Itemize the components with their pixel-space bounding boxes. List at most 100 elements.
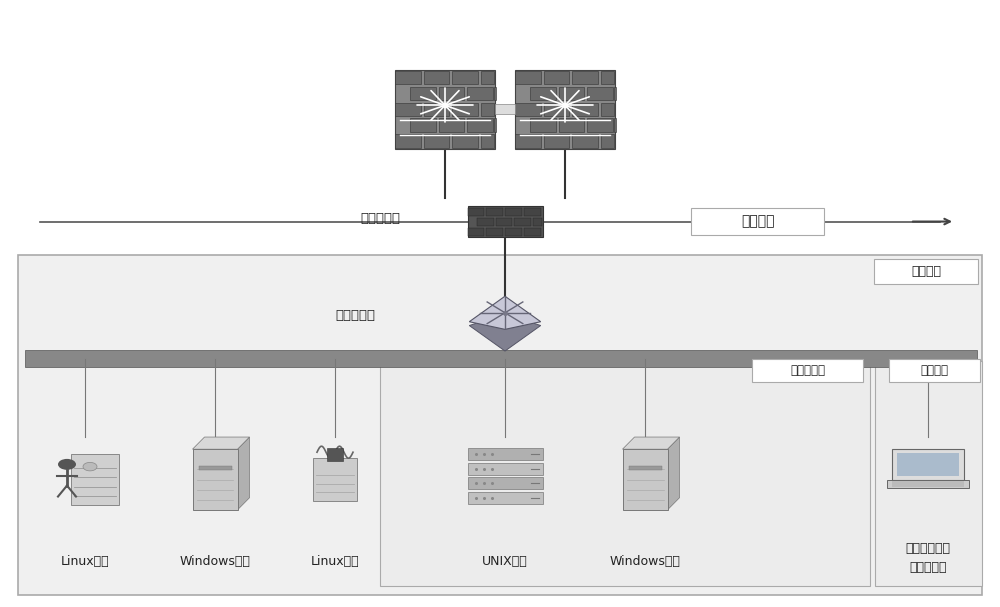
Bar	[505, 228, 522, 236]
Bar	[486, 228, 503, 236]
Bar	[395, 134, 421, 148]
Bar	[192, 449, 238, 510]
Bar	[313, 458, 357, 501]
Bar	[486, 208, 503, 216]
Polygon shape	[192, 437, 250, 449]
Bar	[395, 103, 421, 116]
Bar	[410, 87, 436, 100]
Bar	[494, 118, 496, 132]
Bar	[530, 87, 556, 100]
Bar	[587, 118, 613, 132]
Text: Windows主机: Windows主机	[180, 555, 250, 568]
Bar	[601, 71, 614, 84]
FancyBboxPatch shape	[752, 359, 863, 382]
Bar	[468, 477, 542, 489]
Bar	[452, 103, 478, 116]
Bar	[477, 218, 494, 226]
Text: 安全边界: 安全边界	[741, 214, 775, 229]
Bar	[439, 118, 464, 132]
Bar	[71, 454, 119, 505]
Bar	[467, 118, 493, 132]
Bar	[424, 134, 449, 148]
Bar	[515, 70, 615, 149]
Bar	[505, 208, 522, 216]
Bar	[25, 350, 977, 367]
Polygon shape	[238, 437, 250, 510]
Bar	[892, 481, 964, 487]
Text: 边界防火墙: 边界防火墙	[360, 212, 400, 225]
Bar	[468, 463, 542, 475]
Text: 被检查主机: 被检查主机	[790, 364, 825, 378]
Polygon shape	[469, 314, 541, 351]
Bar	[515, 134, 541, 148]
Bar	[515, 103, 541, 116]
Bar	[572, 71, 598, 84]
Bar	[439, 87, 464, 100]
Bar	[327, 448, 343, 461]
Bar	[424, 103, 449, 116]
Bar	[524, 208, 540, 216]
Bar	[424, 71, 449, 84]
Bar	[559, 118, 584, 132]
Bar	[395, 70, 495, 149]
Bar	[467, 87, 493, 100]
Bar	[468, 208, 484, 216]
Text: UNIX主机: UNIX主机	[482, 555, 528, 568]
Bar	[629, 466, 662, 470]
Bar	[530, 118, 556, 132]
Bar	[452, 134, 478, 148]
Bar	[496, 218, 512, 226]
Polygon shape	[668, 437, 680, 510]
Bar	[468, 492, 542, 504]
Text: 主机区域: 主机区域	[911, 265, 941, 278]
Bar	[515, 71, 541, 84]
Text: Windows主机: Windows主机	[610, 555, 680, 568]
FancyBboxPatch shape	[889, 359, 980, 382]
FancyBboxPatch shape	[874, 259, 978, 284]
Bar	[395, 71, 421, 84]
Bar	[614, 118, 616, 132]
Text: 检查的主机: 检查的主机	[909, 561, 947, 574]
Bar	[533, 218, 542, 226]
Polygon shape	[622, 437, 680, 449]
Bar	[622, 449, 668, 510]
Text: 授权执行安全: 授权执行安全	[906, 541, 950, 555]
Text: 检查主机: 检查主机	[920, 364, 948, 378]
Bar	[897, 453, 959, 476]
Bar	[468, 448, 542, 460]
Circle shape	[83, 463, 97, 471]
Bar	[514, 218, 531, 226]
Bar	[614, 87, 616, 100]
Bar	[572, 103, 598, 116]
Bar	[892, 449, 964, 480]
Bar	[601, 103, 614, 116]
Bar	[468, 206, 542, 237]
Text: 接入交换机: 接入交换机	[335, 309, 375, 322]
Text: Linux主机: Linux主机	[311, 555, 359, 568]
Bar	[494, 87, 496, 100]
Bar	[544, 134, 569, 148]
Bar	[410, 118, 436, 132]
Bar	[887, 480, 969, 488]
FancyBboxPatch shape	[691, 208, 824, 235]
Text: Linux主机: Linux主机	[61, 555, 109, 568]
Bar	[544, 103, 569, 116]
Bar	[468, 228, 484, 236]
Bar	[601, 134, 614, 148]
Bar	[481, 134, 494, 148]
Bar	[572, 134, 598, 148]
Bar	[524, 228, 540, 236]
Bar	[481, 103, 494, 116]
Bar	[559, 87, 584, 100]
Bar	[18, 255, 982, 595]
Bar	[198, 466, 232, 470]
Bar	[875, 361, 982, 586]
Bar	[587, 87, 613, 100]
Bar	[380, 361, 870, 586]
Bar	[452, 71, 478, 84]
Bar	[544, 71, 569, 84]
Circle shape	[58, 459, 76, 470]
Polygon shape	[469, 296, 541, 330]
Bar	[495, 104, 515, 114]
Bar	[481, 71, 494, 84]
